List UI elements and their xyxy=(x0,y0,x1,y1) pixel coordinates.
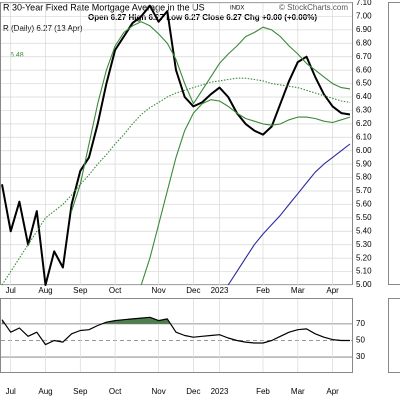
x-tick-label: Jul xyxy=(6,286,16,295)
main-panel-frame xyxy=(0,2,353,285)
y-tick-label: 5.00 xyxy=(356,280,372,289)
y-tick-label: 5.70 xyxy=(356,186,372,195)
y-tick-label: 6.70 xyxy=(356,52,372,61)
x-tick-label: Feb xyxy=(256,286,270,295)
x-tick-label: Mar xyxy=(291,286,305,295)
x-tick-label: Dec xyxy=(186,387,200,396)
x-tick-label: Sep xyxy=(73,387,88,396)
series-line xyxy=(1,4,351,286)
y-tick-label: 5.50 xyxy=(356,213,372,222)
x-tick-label: Sep xyxy=(73,286,88,295)
y-tick-label: 50 xyxy=(356,336,365,345)
y-tick-label: 5.80 xyxy=(356,173,372,182)
chart-title: R 30-Year Fixed Rate Mortgage Average in… xyxy=(3,2,205,12)
next-panel-edge xyxy=(388,298,400,373)
y-tick-label: 6.90 xyxy=(356,25,372,34)
x-tick-label: Dec xyxy=(186,286,200,295)
series-label: R (Daily) 6.27 (13 Apr) xyxy=(3,24,83,33)
next-panel-edge xyxy=(388,2,400,285)
x-tick-label: 2023 xyxy=(211,286,229,295)
x-tick-label: Jul xyxy=(6,387,16,396)
exchange: INDX xyxy=(230,6,244,12)
credit: © StockCharts.com xyxy=(279,3,348,12)
y-tick-label: 6.00 xyxy=(356,146,372,155)
x-tick-label: Apr xyxy=(326,387,339,396)
y-tick-label: 5.60 xyxy=(356,200,372,209)
series-line xyxy=(140,99,351,286)
y-tick-label: 7.10 xyxy=(356,0,372,7)
y-tick-label: 6.30 xyxy=(356,106,372,115)
annotation: 6.48 xyxy=(10,52,24,59)
indicator-panel-frame xyxy=(0,298,353,373)
series-line xyxy=(1,77,351,286)
y-tick-label: 6.80 xyxy=(356,38,372,47)
series-line xyxy=(227,143,351,286)
x-tick-label: Apr xyxy=(326,286,339,295)
y-tick-label: 5.20 xyxy=(356,253,372,262)
y-tick-label: 6.60 xyxy=(356,65,372,74)
x-tick-label: Oct xyxy=(109,387,122,396)
y-tick-label: 6.50 xyxy=(356,79,372,88)
x-tick-label: Nov xyxy=(151,286,165,295)
quote: Open 6.27 High 6.27 Low 6.27 Close 6.27 … xyxy=(88,13,317,22)
y-tick-label: 7.00 xyxy=(356,12,372,21)
x-tick-label: Feb xyxy=(256,387,270,396)
x-tick-label: Mar xyxy=(291,387,305,396)
y-tick-label: 5.30 xyxy=(356,240,372,249)
series-line xyxy=(71,21,351,212)
x-tick-label: Oct xyxy=(109,286,122,295)
y-tick-label: 6.40 xyxy=(356,92,372,101)
y-tick-label: 6.10 xyxy=(356,132,372,141)
y-tick-label: 5.40 xyxy=(356,226,372,235)
x-tick-label: Aug xyxy=(38,387,52,396)
y-tick-label: 5.10 xyxy=(356,267,372,276)
y-tick-label: 5.90 xyxy=(356,159,372,168)
x-tick-label: Nov xyxy=(151,387,165,396)
y-tick-label: 6.20 xyxy=(356,119,372,128)
x-tick-label: Aug xyxy=(38,286,52,295)
series-line xyxy=(1,316,350,346)
y-tick-label: 70 xyxy=(356,319,365,328)
x-tick-label: 2023 xyxy=(211,387,229,396)
y-tick-label: 30 xyxy=(356,352,365,361)
